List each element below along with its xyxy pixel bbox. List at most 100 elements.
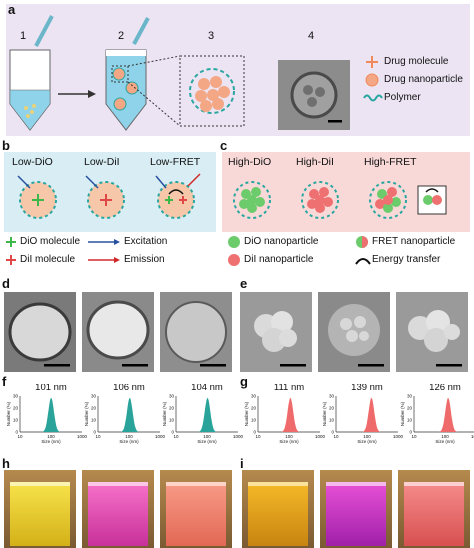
y-axis-label: Number (%) (162, 401, 167, 426)
dio-nanoparticle-icon (228, 236, 240, 248)
drug-nanoparticle-cluster-icon (189, 68, 235, 114)
panel-label-e: e (240, 276, 248, 291)
peak-size-label: 139 nm (351, 384, 383, 393)
peak-size-label: 101 nm (35, 384, 67, 393)
x-tick-label: 10 (173, 434, 179, 439)
panel-label-g: g (240, 374, 248, 389)
dii-molecule-icon (6, 255, 16, 265)
y-tick-label: 10 (329, 418, 335, 423)
tube-1-icon (9, 15, 54, 131)
dii-nanoparticle-icon (228, 254, 240, 266)
panel-a-background (6, 4, 470, 136)
y-tick-label: 30 (329, 394, 335, 399)
x-axis-label: Size (nm) (357, 439, 377, 444)
panel-d-tem-images (4, 292, 232, 372)
size-distribution-peak (121, 397, 139, 432)
vial-high-dii (320, 470, 392, 548)
x-axis-label: Size (nm) (197, 439, 217, 444)
vial-high-dio (242, 470, 314, 548)
y-axis-label: Number (%) (400, 401, 405, 426)
y-tick-label: 0 (15, 430, 18, 435)
size-distribution-peak (198, 397, 217, 432)
vial-high-fret (398, 470, 470, 548)
y-tick-label: 20 (91, 406, 97, 411)
y-axis-label: Number (%) (6, 401, 11, 426)
scale-bar (328, 120, 342, 123)
size-distribution-peak (439, 397, 457, 432)
x-axis-label: Size (nm) (119, 439, 139, 444)
zoom-box (179, 55, 245, 127)
x-tick-label: 1000 (393, 434, 404, 439)
x-tick-label: 10 (95, 434, 101, 439)
panel-c-illustration (233, 181, 447, 219)
high-dii-particle-icon (301, 181, 339, 219)
y-tick-label: 0 (171, 430, 174, 435)
y-tick-label: 10 (13, 418, 19, 423)
y-tick-label: 20 (329, 406, 335, 411)
low-fret-particle-icon (155, 173, 201, 219)
low-dio-particle-icon (17, 175, 57, 219)
tem-image-low-fret (160, 292, 232, 372)
x-tick-label: 10 (333, 434, 339, 439)
legend-polymer: Polymer (384, 92, 421, 103)
high-dio-particle-icon (233, 181, 271, 219)
vial-low-fret (160, 470, 232, 548)
fret-nanoparticle-icon (356, 236, 368, 248)
step-label-1: 1 (20, 30, 27, 42)
panel-label-h: h (2, 456, 10, 471)
peak-size-label: 111 nm (274, 384, 304, 393)
panel-e-tem-images (240, 292, 468, 372)
y-tick-label: 30 (251, 394, 257, 399)
vial-low-dio (4, 470, 76, 548)
legend-excitation: Excitation (124, 236, 168, 247)
panel-a-illustration (9, 15, 383, 131)
peak-size-label: 126 nm (429, 384, 461, 393)
tem-image-low-dii (82, 292, 154, 372)
x-axis-label: Size (nm) (279, 439, 299, 444)
vial-photos (4, 470, 470, 548)
panel-label-a: a (8, 2, 16, 17)
y-tick-label: 30 (169, 394, 175, 399)
y-tick-label: 20 (407, 406, 413, 411)
y-tick-label: 10 (407, 418, 413, 423)
tem-image-high-dio (240, 292, 312, 372)
legend-dii-molecule: DiI molecule (20, 254, 76, 265)
low-fret-title: Low-FRET (150, 156, 201, 168)
low-dii-title: Low-DiI (84, 156, 120, 168)
legend-fret-nanoparticle: FRET nanoparticle (372, 236, 456, 247)
emission-arrow-icon (88, 257, 120, 263)
high-fret-particle-icon (369, 181, 447, 219)
panel-label-i: i (240, 456, 244, 471)
tem-image-high-fret (396, 292, 468, 372)
y-tick-label: 30 (407, 394, 413, 399)
y-tick-label: 20 (251, 406, 257, 411)
y-tick-label: 0 (93, 430, 96, 435)
low-dio-title: Low-DiO (12, 156, 53, 168)
tube-2-icon (105, 17, 150, 131)
peak-size-label: 106 nm (113, 384, 145, 393)
x-axis-label: Size (nm) (435, 439, 455, 444)
step-label-3: 3 (208, 30, 215, 42)
x-tick-label: 1000 (471, 434, 474, 439)
low-dii-particle-icon (85, 175, 125, 219)
panel-label-f: f (2, 374, 7, 389)
x-tick-label: 100 (203, 434, 211, 439)
y-tick-label: 0 (331, 430, 334, 435)
y-axis-label: Number (%) (244, 401, 249, 426)
panel-label-c: c (220, 138, 228, 153)
x-tick-label: 100 (125, 434, 133, 439)
legend-dio-molecule: DiO molecule (20, 236, 81, 247)
y-tick-label: 0 (253, 430, 256, 435)
y-tick-label: 30 (13, 394, 19, 399)
x-tick-label: 10 (17, 434, 23, 439)
teal-wave-icon (363, 94, 383, 102)
y-tick-label: 10 (169, 418, 175, 423)
legend-dii-nanoparticle: DiI nanoparticle (244, 254, 314, 265)
y-tick-label: 30 (91, 394, 97, 399)
y-tick-label: 10 (91, 418, 97, 423)
dio-molecule-icon (6, 237, 16, 247)
orange-cross-icon (366, 56, 378, 68)
x-tick-label: 1000 (77, 434, 88, 439)
x-tick-label: 1000 (233, 434, 244, 439)
